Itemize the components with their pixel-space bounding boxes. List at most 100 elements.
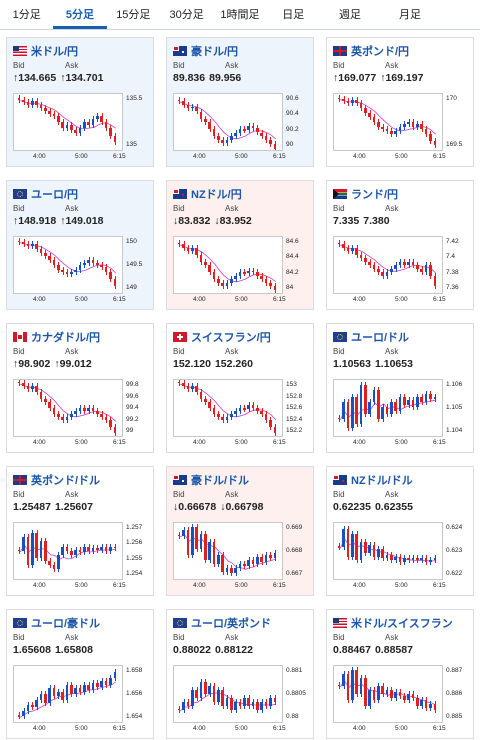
candle (230, 279, 233, 283)
pair-name[interactable]: ユーロ/円 (31, 189, 79, 201)
bid-label: Bid (333, 61, 345, 70)
prices: ↓0.66678 ↓0.66798 (173, 501, 263, 513)
candle (269, 420, 272, 427)
rate-card[interactable]: 英ポンド/円 Bid Ask ↑169.077 ↑169.197 170 169.5 4:00… (326, 37, 474, 167)
price-chart[interactable]: 90.6 90.4 90.2 90 4:00 5:00 6:15 (173, 93, 313, 163)
x-tick-label: 4:00 (33, 296, 46, 303)
price-chart[interactable]: 0.881 0.8805 0.88 4:00 5:00 6:15 (173, 665, 313, 735)
price-chart[interactable]: 84.6 84.4 84.2 84 4:00 5:00 6:15 (173, 236, 313, 306)
tab-3[interactable]: 30分足 (169, 9, 204, 21)
pair-name[interactable]: ランド/円 (351, 189, 399, 201)
pair-name[interactable]: 豪ドル/円 (191, 46, 239, 58)
rate-card[interactable]: ランド/円 Bid Ask 7.335 7.380 7.42 7.4 7.38 7.36 4:00… (326, 180, 474, 310)
tab-6[interactable]: 週足 (338, 9, 361, 21)
tab-7[interactable]: 月足 (398, 9, 421, 21)
y-tick-label: 135 (126, 141, 137, 148)
candle (238, 272, 242, 276)
rate-card[interactable]: NZドル/円 Bid Ask ↓83.832 ↓83.952 84.6 84.4 84.2 84… (166, 180, 314, 310)
price-chart[interactable]: 7.42 7.4 7.38 7.36 4:00 5:00 6:15 (333, 236, 473, 306)
price-chart[interactable]: 0.624 0.623 0.622 4:00 5:00 6:15 (333, 522, 473, 592)
candle (26, 244, 30, 247)
bid-price: 89.836 (173, 72, 206, 84)
rate-card[interactable]: ユーロ/豪ドル Bid Ask 1.65608 1.65808 1.658 1.656 1.6… (6, 609, 154, 739)
x-tick-label: 5:00 (75, 439, 88, 446)
pair-name[interactable]: 米ドル/スイスフラン (351, 618, 453, 630)
tab-2[interactable]: 15分足 (116, 9, 151, 21)
rate-card[interactable]: 英ポンド/ドル Bid Ask 1.25487 1.25607 1.257 1.256 1.2… (6, 466, 154, 596)
rate-card[interactable]: 米ドル/円 Bid Ask ↑134.665 ↑134.701 135.5 135 4:00 5… (6, 37, 154, 167)
eu-flag-icon (13, 618, 27, 628)
pair-name[interactable]: 英ポンド/円 (351, 46, 410, 58)
candle (22, 537, 25, 551)
pair-name[interactable]: NZドル/円 (191, 189, 242, 201)
price-chart[interactable]: 1.257 1.256 1.255 1.254 4:00 5:00 6:15 (13, 522, 153, 592)
pair-name[interactable]: ユーロ/ドル (351, 332, 410, 344)
candle (182, 244, 185, 248)
rate-card[interactable]: スイスフラン/円 Bid Ask 152.120 152.260 153 152.8 152.… (166, 323, 314, 453)
tab-4[interactable]: 1時間足 (220, 9, 260, 21)
bid-price: ↓83.832 (173, 215, 211, 227)
bid-label: Bid (173, 347, 185, 356)
bid-price: 1.65608 (13, 644, 51, 656)
rate-card[interactable]: ユーロ/円 Bid Ask ↑148.918 ↑149.018 150 149.5 149 4:… (6, 180, 154, 310)
card-header: ユーロ/円 (13, 186, 78, 202)
candle (22, 383, 25, 387)
pair-name[interactable]: ユーロ/豪ドル (31, 618, 101, 630)
price-chart[interactable]: 1.658 1.656 1.654 4:00 5:00 6:15 (13, 665, 153, 735)
price-chart[interactable]: 153 152.8 152.6 152.4 152.2 4:00 5:00 6:15 (173, 379, 313, 449)
candle (433, 704, 437, 710)
candle (78, 408, 82, 412)
candle (385, 690, 389, 694)
y-tick-label: 0.669 (286, 524, 303, 531)
candle (104, 417, 108, 421)
rate-card[interactable]: ユーロ/英ポンド Bid Ask 0.88022 0.88122 0.881 0.8805 0… (166, 609, 314, 739)
price-chart[interactable]: 135.5 135 4:00 5:00 6:15 (13, 93, 153, 163)
pair-name[interactable]: 米ドル/円 (31, 46, 79, 58)
rate-card[interactable]: カナダドル/円 Bid Ask ↑98.902 ↑99.012 99.8 99.6 99.4 9… (6, 323, 154, 453)
candle (377, 268, 380, 272)
bid-label: Bid (173, 490, 185, 499)
x-tick-label: 5:00 (235, 153, 248, 160)
candle (424, 393, 428, 403)
price-chart[interactable]: 1.106 1.105 1.104 4:00 5:00 6:15 (333, 379, 473, 449)
candle (260, 556, 264, 563)
price-chart[interactable]: 150 149.5 149 4:00 5:00 6:15 (13, 236, 153, 306)
x-tick-label: 6:15 (273, 725, 286, 732)
chart-plot-area (173, 93, 283, 151)
candle (346, 528, 350, 557)
y-tick-label: 1.654 (126, 713, 143, 720)
ask-label: Ask (225, 61, 239, 70)
rate-card[interactable]: ユーロ/ドル Bid Ask 1.10563 1.10653 1.106 1.105 1.10… (326, 323, 474, 453)
candle (429, 560, 432, 563)
price-chart[interactable]: 99.8 99.6 99.4 99.2 99 4:00 5:00 6:15 (13, 379, 153, 449)
tab-5[interactable]: 日足 (282, 9, 305, 21)
bid-price: 7.335 (333, 215, 360, 227)
pair-name[interactable]: NZドル/ドル (351, 475, 413, 487)
tab-1[interactable]: 5分足 (53, 0, 107, 29)
candle (113, 426, 117, 433)
candle (22, 710, 25, 717)
candle (83, 685, 86, 692)
candle (381, 272, 384, 276)
pair-name[interactable]: 英ポンド/ドル (31, 475, 101, 487)
pair-name[interactable]: ユーロ/英ポンド (191, 618, 272, 630)
candle (424, 265, 428, 272)
candle (100, 546, 104, 550)
candle (208, 265, 211, 272)
candle (238, 702, 242, 706)
candle (43, 541, 47, 561)
candle (221, 139, 224, 143)
pair-name[interactable]: 豪ドル/ドル (191, 475, 250, 487)
candle (398, 126, 402, 132)
pair-name[interactable]: カナダドル/円 (31, 332, 101, 344)
price-chart[interactable]: 0.887 0.886 0.885 4:00 5:00 6:15 (333, 665, 473, 735)
rate-card[interactable]: NZドル/ドル Bid Ask 0.62235 0.62355 0.624 0.623 0.6… (326, 466, 474, 596)
rate-card[interactable]: 豪ドル/円 Bid Ask 89.836 89.956 90.6 90.4 90.2 90 4:0… (166, 37, 314, 167)
price-chart[interactable]: 170 169.5 4:00 5:00 6:15 (333, 93, 473, 163)
bid-label: Bid (13, 204, 25, 213)
price-chart[interactable]: 0.669 0.668 0.667 4:00 5:00 6:15 (173, 522, 313, 592)
rate-card[interactable]: 米ドル/スイスフラン Bid Ask 0.88467 0.88587 0.887 0.886… (326, 609, 474, 739)
tab-0[interactable]: 1分足 (12, 9, 41, 21)
rate-card[interactable]: 豪ドル/ドル Bid Ask ↓0.66678 ↓0.66798 0.669 0.668 0.… (166, 466, 314, 596)
pair-name[interactable]: スイスフラン/円 (191, 332, 271, 344)
